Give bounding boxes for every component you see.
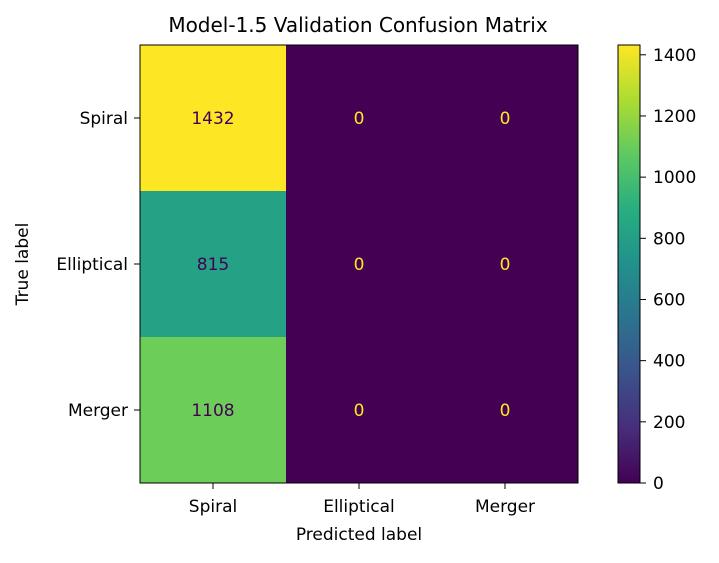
x-axis-ticks: Spiral Elliptical Merger	[189, 483, 535, 517]
cell-value-label: 815	[197, 255, 229, 275]
colorbar-tick-label: 0	[653, 474, 664, 494]
matrix-cell	[432, 191, 579, 338]
x-tick-label: Spiral	[189, 497, 237, 517]
matrix-cell	[140, 337, 287, 484]
x-tick-label: Merger	[475, 497, 535, 517]
y-axis-label: True label	[13, 223, 33, 307]
cell-value-label: 1432	[191, 109, 234, 129]
y-tick-label: Elliptical	[56, 255, 128, 275]
x-tick-label: Elliptical	[323, 497, 395, 517]
colorbar-tick-label: 200	[653, 413, 685, 433]
chart-title: Model-1.5 Validation Confusion Matrix	[168, 13, 548, 37]
cell-value-label: 0	[354, 255, 365, 275]
matrix-cell	[140, 45, 287, 192]
cell-value-label: 0	[354, 109, 365, 129]
cell-value-labels: 1432 0 0 815 0 0 1108 0 0	[191, 109, 510, 421]
matrix-cell	[140, 191, 287, 338]
matrix-cell	[432, 45, 579, 192]
y-tick-label: Spiral	[80, 109, 128, 129]
cell-value-label: 1108	[191, 401, 234, 421]
matrix-cells	[140, 45, 579, 484]
colorbar-tick-label: 800	[653, 229, 685, 249]
colorbar-tick-label: 1400	[653, 46, 696, 66]
y-tick-label: Merger	[68, 401, 128, 421]
cell-value-label: 0	[500, 401, 511, 421]
colorbar-tick-label: 1200	[653, 107, 696, 127]
cell-value-label: 0	[354, 401, 365, 421]
colorbar-tick-label: 600	[653, 290, 685, 310]
cell-value-label: 0	[500, 255, 511, 275]
colorbar-tick-label: 1000	[653, 168, 696, 188]
x-axis-label: Predicted label	[296, 525, 422, 545]
matrix-cell	[286, 337, 433, 484]
colorbar	[617, 44, 641, 484]
y-axis-ticks: Spiral Elliptical Merger	[56, 109, 140, 421]
matrix-cell	[286, 191, 433, 338]
colorbar-ticks: 0 200 400 600 800 1000 1200 1400	[640, 46, 696, 494]
matrix-cell	[432, 337, 579, 484]
colorbar-tick-label: 400	[653, 352, 685, 372]
matrix-cell	[286, 45, 433, 192]
cell-value-label: 0	[500, 109, 511, 129]
